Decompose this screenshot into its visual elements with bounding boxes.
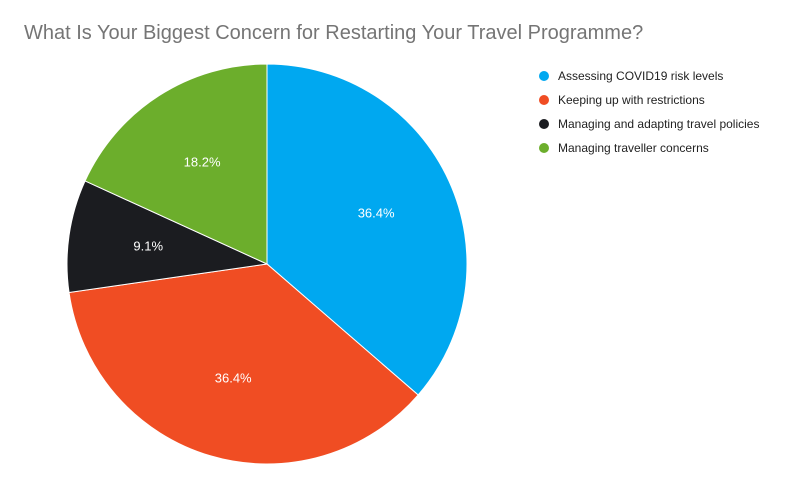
chart-legend: Assessing COVID19 risk levels Keeping up … <box>539 64 759 160</box>
legend-swatch <box>539 71 549 81</box>
slice-label-2: 36.4% <box>215 371 252 386</box>
slice-label-3: 9.1% <box>133 238 163 253</box>
pie-slice-3 <box>66 180 269 294</box>
legend-item-1[interactable]: Assessing COVID19 risk levels <box>539 64 759 88</box>
slice-label-1: 36.4% <box>358 206 395 221</box>
legend-item-4[interactable]: Managing traveller concerns <box>539 136 759 160</box>
legend-swatch <box>539 95 549 105</box>
pie-slice-1 <box>266 63 468 396</box>
legend-item-2[interactable]: Keeping up with restrictions <box>539 88 759 112</box>
slice-label-4: 18.2% <box>184 154 221 169</box>
legend-swatch <box>539 143 549 153</box>
legend-label: Keeping up with restrictions <box>558 93 705 107</box>
legend-label: Managing and adapting travel policies <box>558 117 760 131</box>
legend-swatch <box>539 119 549 129</box>
legend-label: Managing traveller concerns <box>558 141 709 155</box>
pie-slice-4 <box>84 63 268 265</box>
pie-slice-2 <box>68 263 419 465</box>
chart-title: What Is Your Biggest Concern for Restart… <box>24 22 644 44</box>
legend-item-3[interactable]: Managing and adapting travel policies <box>539 112 759 136</box>
legend-label: Assessing COVID19 risk levels <box>558 69 724 83</box>
